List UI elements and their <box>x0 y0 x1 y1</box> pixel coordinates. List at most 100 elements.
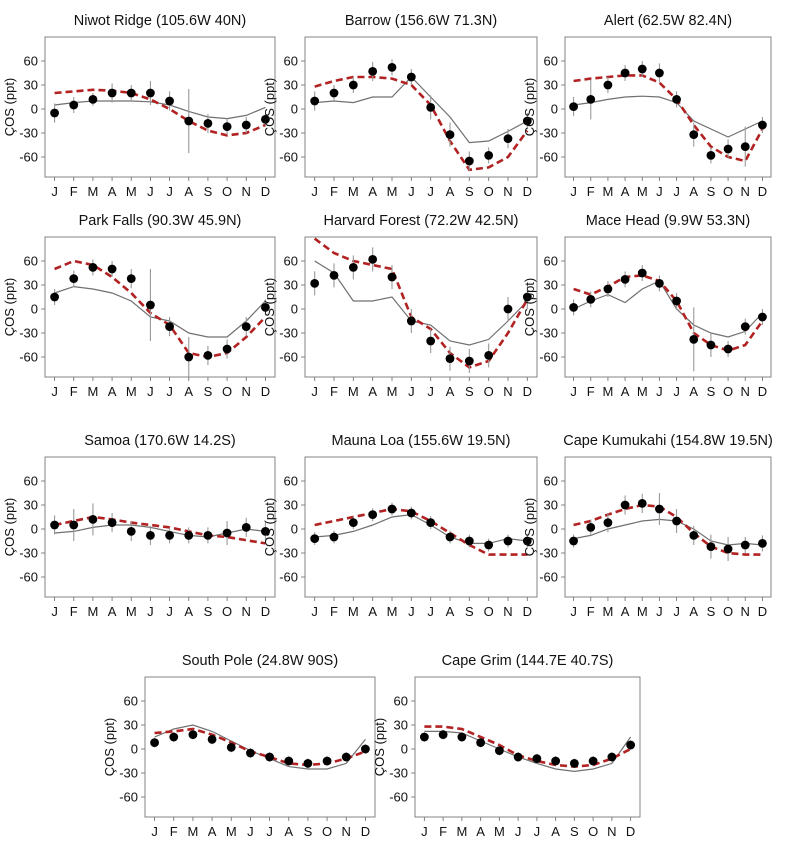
y-axis-label: ÇOS (ppt) <box>262 498 277 557</box>
x-tick-label: N <box>242 604 251 619</box>
x-tick-label: J <box>656 604 663 619</box>
x-tick-label: J <box>147 184 154 199</box>
x-tick-label: J <box>570 384 577 399</box>
x-tick-label: A <box>184 604 193 619</box>
y-tick-label: 0 <box>31 102 38 117</box>
x-tick-label: S <box>465 184 474 199</box>
x-tick-label: A <box>108 604 117 619</box>
station-panel: Mace Head (9.9W 53.3N) ÇOS (ppt) 60 30 0 -30 -… <box>522 213 772 399</box>
observation-point <box>69 274 79 283</box>
y-tick-label: -30 <box>19 546 38 561</box>
observation-point <box>445 354 455 363</box>
x-tick-label: J <box>147 604 154 619</box>
observation-point <box>494 746 504 755</box>
observation-point <box>184 116 194 126</box>
x-tick-label: J <box>51 184 58 199</box>
y-tick-label: -60 <box>389 790 408 805</box>
x-tick-label: M <box>126 384 137 399</box>
x-tick-label: M <box>348 604 359 619</box>
x-tick-label: F <box>70 604 78 619</box>
observation-point <box>203 119 213 128</box>
observation-point <box>126 527 136 536</box>
x-tick-label: J <box>515 824 522 839</box>
observation-point <box>203 351 213 360</box>
plot-frame <box>304 456 538 598</box>
x-tick-label: J <box>166 184 173 199</box>
model-line-dashed <box>314 75 529 172</box>
observation-point <box>637 64 647 74</box>
y-tick-label: 30 <box>24 278 38 293</box>
station-panel: Park Falls (90.3W 45.9N) ÇOS (ppt) 60 30 0 -3… <box>2 213 276 399</box>
observation-point <box>569 536 578 546</box>
y-tick-label: 60 <box>124 694 138 709</box>
observation-point <box>246 748 255 758</box>
x-tick-label: D <box>626 824 635 839</box>
x-tick-label: S <box>707 604 716 619</box>
x-tick-label: J <box>151 824 158 839</box>
y-tick-label: 60 <box>24 254 38 269</box>
x-tick-label: J <box>51 604 58 619</box>
observation-point <box>50 520 59 530</box>
observation-point <box>740 540 750 550</box>
observation-point <box>368 510 378 519</box>
x-tick-label: M <box>87 384 98 399</box>
panel-title: Barrow (156.6W 71.3N) <box>345 13 497 29</box>
x-tick-label: J <box>656 384 663 399</box>
observation-point <box>464 536 474 546</box>
observation-point <box>261 527 270 536</box>
observation-point <box>146 88 155 98</box>
observation-point <box>184 531 194 540</box>
observation-point <box>607 752 617 762</box>
observation-point <box>620 500 630 510</box>
y-tick-label: 30 <box>284 278 298 293</box>
x-tick-label: A <box>184 384 193 399</box>
observation-point <box>126 88 136 98</box>
x-tick-label: S <box>707 384 716 399</box>
x-tick-label: A <box>208 824 217 839</box>
x-tick-label: F <box>587 384 595 399</box>
observation-point <box>226 743 236 752</box>
x-tick-label: J <box>247 824 254 839</box>
x-tick-label: O <box>222 184 232 199</box>
y-tick-label: 30 <box>124 718 138 733</box>
y-tick-label: 30 <box>544 78 558 93</box>
observation-point <box>222 344 232 354</box>
observation-point <box>522 292 532 302</box>
x-tick-label: D <box>361 824 370 839</box>
y-tick-label: -30 <box>279 326 298 341</box>
observation-point <box>107 88 117 98</box>
y-tick-label: 60 <box>284 474 298 489</box>
observation-point <box>107 518 117 527</box>
model-line-dashed <box>154 727 366 767</box>
observation-point <box>88 515 98 524</box>
observation-point <box>522 116 532 126</box>
observation-point <box>484 540 494 550</box>
x-tick-label: A <box>108 184 117 199</box>
station-panel: Niwot Ridge (105.6W 40N) ÇOS (ppt) 60 30 0 -3… <box>2 13 276 199</box>
observation-point <box>329 88 339 98</box>
y-tick-label: -60 <box>279 570 298 585</box>
x-tick-label: A <box>446 184 455 199</box>
observation-point <box>284 756 294 766</box>
x-tick-label: M <box>348 184 359 199</box>
x-tick-label: D <box>523 184 532 199</box>
x-tick-label: O <box>484 604 494 619</box>
y-tick-label: 0 <box>291 522 298 537</box>
x-tick-label: S <box>570 824 579 839</box>
x-tick-label: F <box>330 384 338 399</box>
x-tick-label: O <box>723 604 733 619</box>
observation-point <box>426 336 436 346</box>
plot-frame <box>44 36 276 178</box>
x-tick-label: N <box>503 184 512 199</box>
x-tick-label: M <box>602 384 613 399</box>
y-tick-label: -60 <box>19 570 38 585</box>
station-panel: Samoa (170.6W 14.2S) ÇOS (ppt) 60 30 0 -30 -60… <box>2 433 276 619</box>
x-tick-label: D <box>261 384 270 399</box>
x-tick-label: N <box>242 184 251 199</box>
observation-point <box>672 296 681 306</box>
y-tick-label: -60 <box>539 150 558 165</box>
y-tick-label: 0 <box>291 102 298 117</box>
plot-frame <box>144 676 376 818</box>
station-panel: Harvard Forest (72.2W 42.5N) ÇOS (ppt) 60 3… <box>262 213 538 399</box>
